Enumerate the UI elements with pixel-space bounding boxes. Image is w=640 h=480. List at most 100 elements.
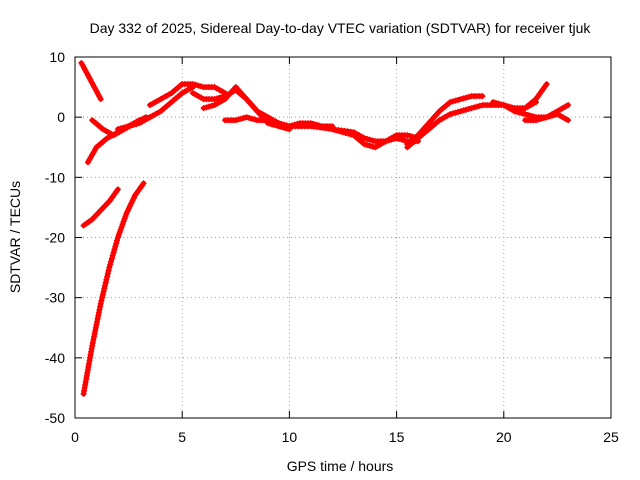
data-point — [514, 108, 521, 115]
data-point — [407, 133, 413, 139]
data-point — [342, 130, 349, 136]
data-point — [105, 267, 112, 274]
data-point — [479, 93, 486, 100]
series-track-a — [78, 60, 104, 103]
data-point — [130, 121, 137, 128]
data-point — [457, 108, 464, 115]
data-point — [102, 279, 109, 286]
data-point — [490, 99, 497, 106]
data-point — [543, 81, 550, 88]
y-tick-label: -40 — [45, 350, 65, 366]
data-point — [267, 117, 274, 124]
data-point — [516, 109, 523, 116]
data-point — [449, 98, 456, 105]
data-point — [100, 288, 107, 295]
data-point — [121, 215, 128, 222]
data-point — [366, 142, 373, 149]
grid — [75, 57, 611, 418]
data-point — [120, 218, 127, 225]
data-point — [97, 300, 104, 307]
data-point — [463, 106, 470, 113]
x-tick-label: 15 — [389, 429, 405, 445]
data-point — [565, 117, 572, 124]
series-track-b — [80, 186, 121, 229]
data-point — [549, 112, 555, 119]
data-point — [114, 237, 120, 244]
data-point — [361, 135, 368, 142]
data-point — [565, 102, 572, 109]
data-point — [214, 95, 220, 102]
data-point — [449, 110, 456, 117]
data-point — [495, 100, 502, 107]
data-point — [203, 104, 210, 111]
data-point — [329, 126, 336, 133]
data-point — [334, 127, 341, 134]
data-point — [110, 249, 117, 256]
y-tick-label: 10 — [49, 49, 65, 65]
y-tick-label: -30 — [45, 290, 65, 306]
data-point — [361, 141, 368, 148]
data-point — [447, 111, 454, 118]
data-point — [340, 129, 346, 136]
data-point — [192, 81, 199, 88]
data-point — [101, 285, 108, 292]
data-point — [116, 229, 123, 236]
data-point — [498, 101, 505, 108]
x-tick-label: 25 — [603, 429, 619, 445]
data-point — [460, 107, 467, 114]
data-point — [281, 121, 287, 128]
data-point — [103, 276, 110, 283]
data-point — [114, 186, 121, 193]
data-point — [364, 136, 371, 142]
data-point — [92, 327, 99, 334]
data-point — [112, 243, 119, 250]
data-point — [404, 132, 411, 139]
data-point — [270, 118, 277, 125]
data-point — [208, 102, 215, 109]
series-track-q — [522, 111, 572, 124]
data-point — [195, 82, 202, 89]
data-point — [106, 264, 113, 271]
data-point — [348, 131, 354, 138]
data-point — [189, 81, 196, 88]
data-point — [114, 234, 121, 241]
y-tick-label: 0 — [57, 109, 65, 125]
data-point — [369, 143, 376, 150]
data-point — [522, 111, 529, 118]
data-point — [94, 315, 101, 322]
data-point — [468, 105, 475, 112]
data-point — [366, 136, 373, 143]
data-point — [455, 108, 462, 115]
data-point — [82, 378, 89, 385]
data-point — [118, 223, 125, 230]
series-track-c — [80, 180, 147, 397]
data-point — [127, 122, 134, 129]
data-point — [97, 96, 104, 103]
data-point — [99, 291, 106, 298]
x-tick-label: 0 — [71, 429, 79, 445]
data-point — [524, 111, 531, 118]
series-track-o — [490, 81, 550, 115]
data-point — [519, 110, 526, 117]
data-point — [337, 128, 344, 135]
data-point — [232, 117, 239, 124]
y-axis-label: SDTVAR / TECUs — [7, 181, 23, 293]
data-point — [121, 124, 127, 131]
data-point — [111, 246, 118, 253]
data-point — [401, 137, 408, 144]
data-point — [140, 180, 147, 187]
data-point — [551, 111, 558, 118]
data-point — [99, 294, 106, 301]
data-point — [206, 103, 212, 110]
data-point — [471, 104, 478, 111]
data-point — [369, 137, 376, 144]
data-point — [93, 321, 100, 328]
data-point — [109, 252, 116, 259]
data-point — [455, 96, 462, 103]
data-point — [474, 103, 480, 110]
data-point — [538, 115, 545, 122]
y-tick-label: -50 — [45, 410, 65, 426]
data-point — [114, 126, 121, 133]
data-point — [535, 116, 542, 123]
data-point — [108, 258, 114, 265]
